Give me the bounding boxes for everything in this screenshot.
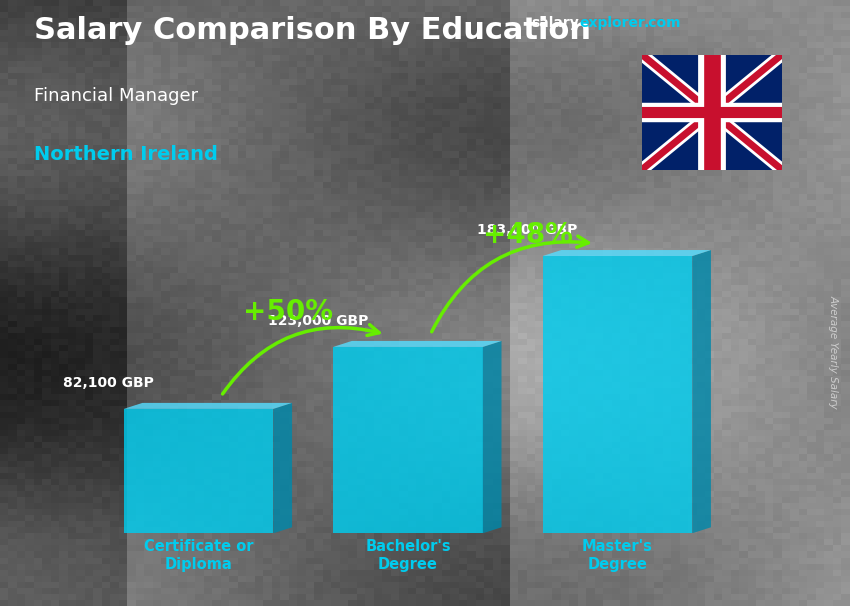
Polygon shape: [124, 403, 292, 409]
Text: +48%: +48%: [483, 221, 573, 250]
Text: Northern Ireland: Northern Ireland: [34, 145, 218, 164]
Polygon shape: [333, 347, 483, 533]
Text: 82,100 GBP: 82,100 GBP: [64, 376, 154, 390]
Polygon shape: [333, 341, 501, 347]
Polygon shape: [542, 256, 692, 533]
Text: 123,000 GBP: 123,000 GBP: [268, 313, 368, 328]
Text: Bachelor's
Degree: Bachelor's Degree: [366, 539, 450, 571]
Text: Certificate or
Diploma: Certificate or Diploma: [144, 539, 253, 571]
Text: .com: .com: [643, 16, 681, 30]
Text: Salary Comparison By Education: Salary Comparison By Education: [34, 16, 591, 44]
Polygon shape: [692, 250, 711, 533]
Polygon shape: [274, 403, 292, 533]
Polygon shape: [483, 341, 502, 533]
Text: explorer: explorer: [580, 16, 646, 30]
Polygon shape: [542, 250, 711, 256]
Polygon shape: [124, 409, 274, 533]
Text: salary: salary: [531, 16, 579, 30]
Text: Financial Manager: Financial Manager: [34, 87, 198, 105]
Text: Master's
Degree: Master's Degree: [582, 539, 653, 571]
Text: 183,000 GBP: 183,000 GBP: [478, 222, 578, 237]
Text: Average Yearly Salary: Average Yearly Salary: [829, 295, 839, 408]
Text: +50%: +50%: [243, 298, 333, 326]
